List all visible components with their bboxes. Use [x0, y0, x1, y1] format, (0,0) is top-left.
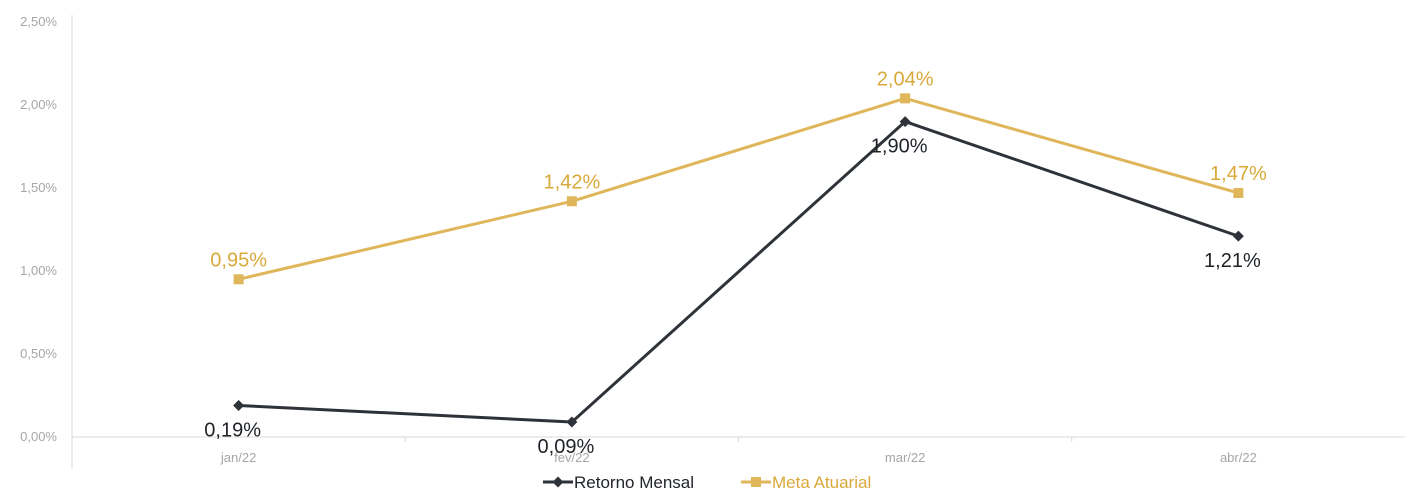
- data-label: 1,42%: [544, 171, 601, 193]
- data-point-marker: [233, 399, 245, 411]
- data-point-marker: [566, 416, 578, 428]
- y-tick-label: 2,50%: [20, 14, 57, 29]
- data-point-marker: [900, 93, 911, 104]
- data-labels: 0,19% 0,09% 1,90% 1,21% 0,95% 1,42% 2,04% 1,47%: [204, 68, 1267, 458]
- series-line-retorno-mensal: [238, 120, 1239, 424]
- x-tick-label: mar/22: [885, 450, 925, 465]
- y-tick-label: 1,00%: [20, 263, 57, 278]
- y-tick-labels: 0,00% 0,50% 1,00% 1,50% 2,00% 2,50%: [20, 14, 57, 444]
- x-tick-label: fev/22: [554, 450, 589, 465]
- y-tick-label: 0,50%: [20, 346, 57, 361]
- legend-item-meta-atuarial: Meta Atuarial: [741, 473, 871, 492]
- data-point-marker: [233, 274, 244, 285]
- data-label: 1,47%: [1210, 163, 1267, 185]
- data-point-marker: [566, 196, 577, 207]
- data-label: 2,04%: [877, 68, 934, 90]
- data-label: 0,09%: [538, 436, 595, 458]
- data-label: 0,19%: [204, 419, 261, 441]
- data-label: 1,21%: [1204, 250, 1261, 272]
- y-tick-label: 1,50%: [20, 180, 57, 195]
- legend-label: Retorno Mensal: [574, 473, 694, 492]
- series-layer: [233, 93, 1244, 428]
- x-tick-label: jan/22: [220, 450, 256, 465]
- data-point-marker: [899, 116, 911, 128]
- data-point-marker: [1233, 187, 1244, 198]
- series-line-meta-atuarial: [238, 96, 1239, 281]
- legend: Retorno Mensal Meta Atuarial: [543, 473, 871, 492]
- legend-marker: [751, 477, 761, 487]
- legend-marker: [552, 476, 564, 488]
- data-label: 0,95%: [210, 249, 267, 271]
- data-point-marker: [1232, 230, 1244, 242]
- y-tick-label: 0,00%: [20, 429, 57, 444]
- y-tick-label: 2,00%: [20, 97, 57, 112]
- legend-label: Meta Atuarial: [772, 473, 871, 492]
- legend-item-retorno-mensal: Retorno Mensal: [543, 473, 694, 492]
- data-label: 1,90%: [871, 136, 928, 158]
- x-tick-label: abr/22: [1220, 450, 1257, 465]
- x-tick-labels: jan/22 fev/22 mar/22 abr/22: [220, 450, 1257, 465]
- axes: [71, 15, 1405, 468]
